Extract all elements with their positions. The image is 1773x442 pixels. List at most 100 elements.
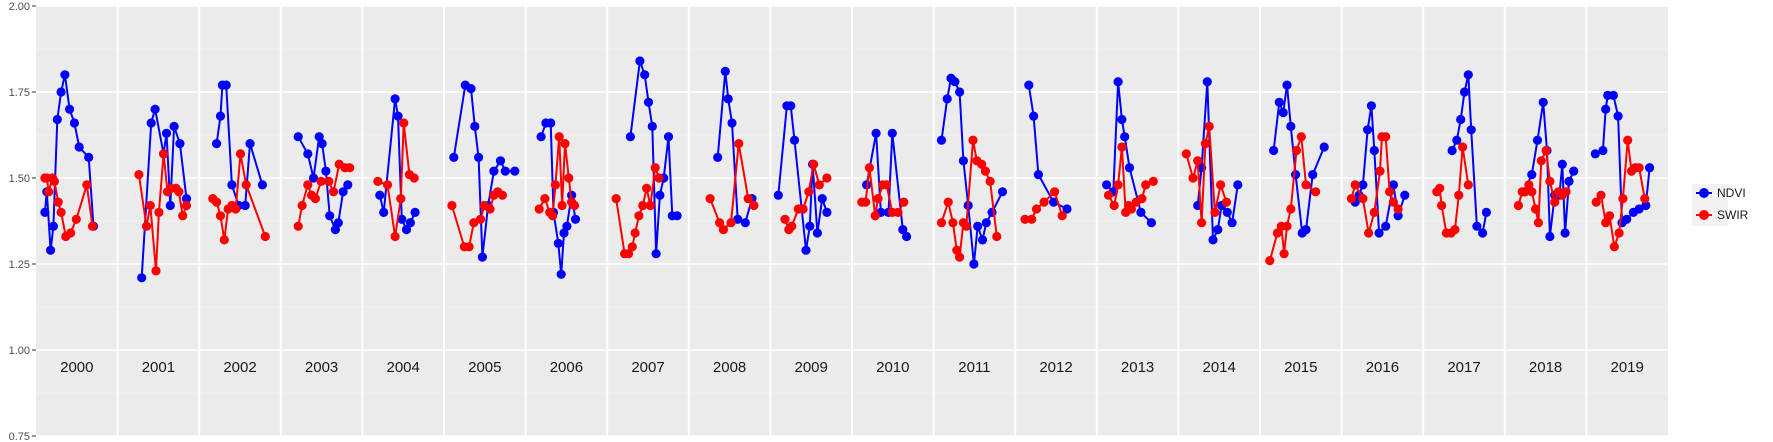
swir-point	[743, 194, 753, 204]
swir-point	[260, 231, 270, 242]
swir-point	[1513, 200, 1523, 211]
ndvi-point	[977, 235, 988, 245]
swir-point	[181, 200, 192, 211]
swir-point	[1027, 214, 1037, 224]
swir-point	[87, 221, 98, 231]
facet-labels: 2000 2001 2002 2003 2004 2005 2006 2007 2008 2009…	[60, 359, 1644, 376]
ndvi-point	[60, 70, 70, 80]
ndvi-point	[1120, 132, 1130, 142]
ndvi-point	[973, 221, 983, 231]
ndvi-point	[56, 87, 66, 97]
ndvi-point	[546, 118, 556, 128]
facet-label-2006: 2006	[550, 359, 583, 376]
ndvi-point	[221, 80, 231, 90]
swir-point	[1623, 135, 1633, 145]
ndvi-point	[1569, 166, 1579, 176]
ndvi-point	[1564, 176, 1574, 186]
swir-point	[977, 159, 987, 169]
ndvi-point	[1269, 145, 1279, 156]
swir-point	[141, 221, 152, 231]
ndvi-point	[1452, 135, 1462, 145]
ndvi-point	[175, 139, 185, 149]
swir-point	[787, 221, 797, 231]
ndvi-point	[1463, 70, 1473, 80]
ndvi-point	[245, 139, 255, 149]
ndvi-point	[146, 118, 156, 128]
legend-label-swir: SWIR	[1717, 208, 1749, 222]
swir-point	[1458, 142, 1468, 152]
swir-point	[1550, 197, 1560, 207]
y-tick-label: 1.00	[9, 345, 30, 357]
swir-point	[638, 200, 648, 211]
facet-label-2013: 2013	[1121, 359, 1154, 376]
swir-point	[212, 197, 222, 207]
ndvi-point	[1538, 97, 1548, 107]
ndvi-point	[1049, 197, 1059, 207]
swir-point	[159, 149, 169, 159]
ndvi-point	[1319, 142, 1329, 152]
facet-label-2000: 2000	[60, 359, 93, 376]
ndvi-point	[1062, 204, 1072, 214]
ndvi-point	[321, 166, 331, 176]
ndvi-point	[215, 111, 226, 121]
swir-point	[705, 194, 715, 204]
ndvi-point	[822, 207, 832, 217]
swir-point	[44, 187, 54, 197]
ndvi-point	[1472, 221, 1482, 231]
series-layer	[40, 56, 1655, 283]
ndvi-point	[562, 221, 572, 231]
swir-point	[734, 139, 744, 149]
legend-label-ndvi: NDVI	[1717, 186, 1746, 200]
ndvi-point	[1641, 200, 1651, 211]
ndvi-point	[338, 187, 348, 197]
swir-point	[718, 225, 729, 235]
ndvi-point	[500, 166, 510, 176]
ndvi-point	[257, 180, 267, 190]
swir-point	[961, 221, 971, 231]
ndvi-point	[325, 211, 335, 221]
ndvi-point	[314, 132, 324, 142]
ndvi-point	[212, 139, 222, 149]
swir-point	[1148, 176, 1158, 186]
ndvi-point	[1459, 87, 1470, 97]
ndvi-point	[1202, 77, 1212, 87]
swir-point	[399, 118, 409, 128]
swir-point	[1634, 163, 1644, 173]
legend-key-background	[1692, 184, 1728, 226]
ndvi-point	[1369, 145, 1379, 156]
swir-point	[1605, 211, 1615, 221]
ndvi-point	[1557, 159, 1567, 169]
swir-point	[564, 173, 574, 183]
ndvi-point	[1388, 180, 1398, 190]
ndvi-point	[375, 190, 385, 200]
ndvi-point	[1590, 149, 1600, 159]
swir-point	[1286, 204, 1296, 214]
ndvi-point	[1645, 163, 1655, 173]
swir-point	[822, 173, 832, 183]
ndvi-point	[1613, 111, 1623, 121]
swir-point	[151, 266, 161, 276]
swir-point	[53, 197, 63, 207]
legend: NDVI SWIR	[1692, 184, 1749, 226]
swir-point	[726, 218, 736, 228]
swir-point	[475, 214, 486, 224]
swir-point	[1279, 249, 1289, 259]
facet-label-2009: 2009	[795, 359, 828, 376]
ndvi-point	[553, 238, 563, 248]
swir-point	[1393, 204, 1403, 214]
facet-label-2007: 2007	[631, 359, 664, 376]
ndvi-point	[1124, 163, 1135, 173]
swir-point	[560, 139, 570, 149]
facet-label-2014: 2014	[1203, 359, 1236, 376]
ndvi-point	[1393, 211, 1403, 221]
ndvi-point	[1601, 104, 1611, 114]
ndvi-point	[1527, 170, 1537, 180]
y-axis: 0.75 1.00 1.25 1.50 1.75 2.00	[9, 1, 36, 442]
swir-point	[1533, 218, 1543, 228]
ndvi-point	[405, 218, 415, 228]
swir-point	[497, 190, 507, 200]
swir-point	[1524, 180, 1534, 190]
ndvi-point	[169, 121, 179, 131]
swir-point	[554, 132, 564, 142]
ndvi-point	[150, 104, 160, 114]
